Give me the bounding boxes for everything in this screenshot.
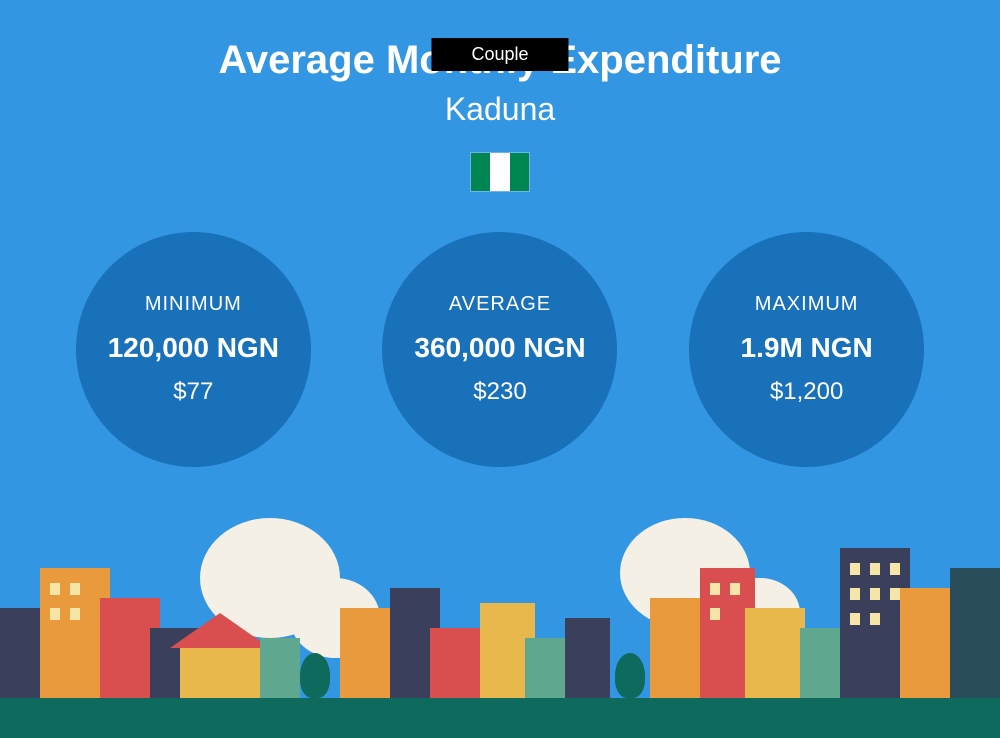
flag-stripe [471, 153, 490, 191]
tree-shape [615, 653, 645, 698]
window-shape [890, 588, 900, 600]
window-shape [730, 583, 740, 595]
stat-value-usd: $77 [173, 378, 213, 406]
stat-value-local: 360,000 NGN [414, 332, 585, 364]
stat-maximum: MAXIMUM 1.9M NGN $1,200 [689, 232, 924, 467]
window-shape [870, 588, 880, 600]
window-shape [870, 563, 880, 575]
nigeria-flag-icon [470, 152, 530, 192]
window-shape [850, 588, 860, 600]
stat-value-usd: $1,200 [770, 378, 843, 406]
flag-stripe [510, 153, 529, 191]
cityscape-illustration [0, 508, 1000, 738]
stat-minimum: MINIMUM 120,000 NGN $77 [76, 232, 311, 467]
stat-average: AVERAGE 360,000 NGN $230 [382, 232, 617, 467]
window-shape [710, 583, 720, 595]
window-shape [50, 583, 60, 595]
stat-value-usd: $230 [473, 378, 526, 406]
building-shape [260, 638, 300, 698]
tree-shape [300, 653, 330, 698]
window-shape [850, 563, 860, 575]
window-shape [70, 608, 80, 620]
building-shape [950, 568, 1000, 698]
window-shape [710, 608, 720, 620]
building-shape [180, 648, 260, 698]
building-shape [745, 608, 805, 698]
window-shape [890, 563, 900, 575]
stat-label: MINIMUM [145, 293, 242, 316]
stat-value-local: 120,000 NGN [108, 332, 279, 364]
category-tab: Couple [431, 38, 568, 71]
window-shape [50, 608, 60, 620]
stats-container: MINIMUM 120,000 NGN $77 AVERAGE 360,000 … [0, 232, 1000, 467]
stat-value-local: 1.9M NGN [741, 332, 873, 364]
flag-stripe [490, 153, 509, 191]
window-shape [850, 613, 860, 625]
ground-shape [0, 698, 1000, 738]
roof-shape [170, 613, 270, 648]
flag-container [0, 152, 1000, 192]
location-subtitle: Kaduna [0, 91, 1000, 128]
window-shape [870, 613, 880, 625]
stat-label: AVERAGE [449, 293, 551, 316]
building-shape [565, 618, 610, 698]
stat-label: MAXIMUM [755, 293, 859, 316]
window-shape [70, 583, 80, 595]
